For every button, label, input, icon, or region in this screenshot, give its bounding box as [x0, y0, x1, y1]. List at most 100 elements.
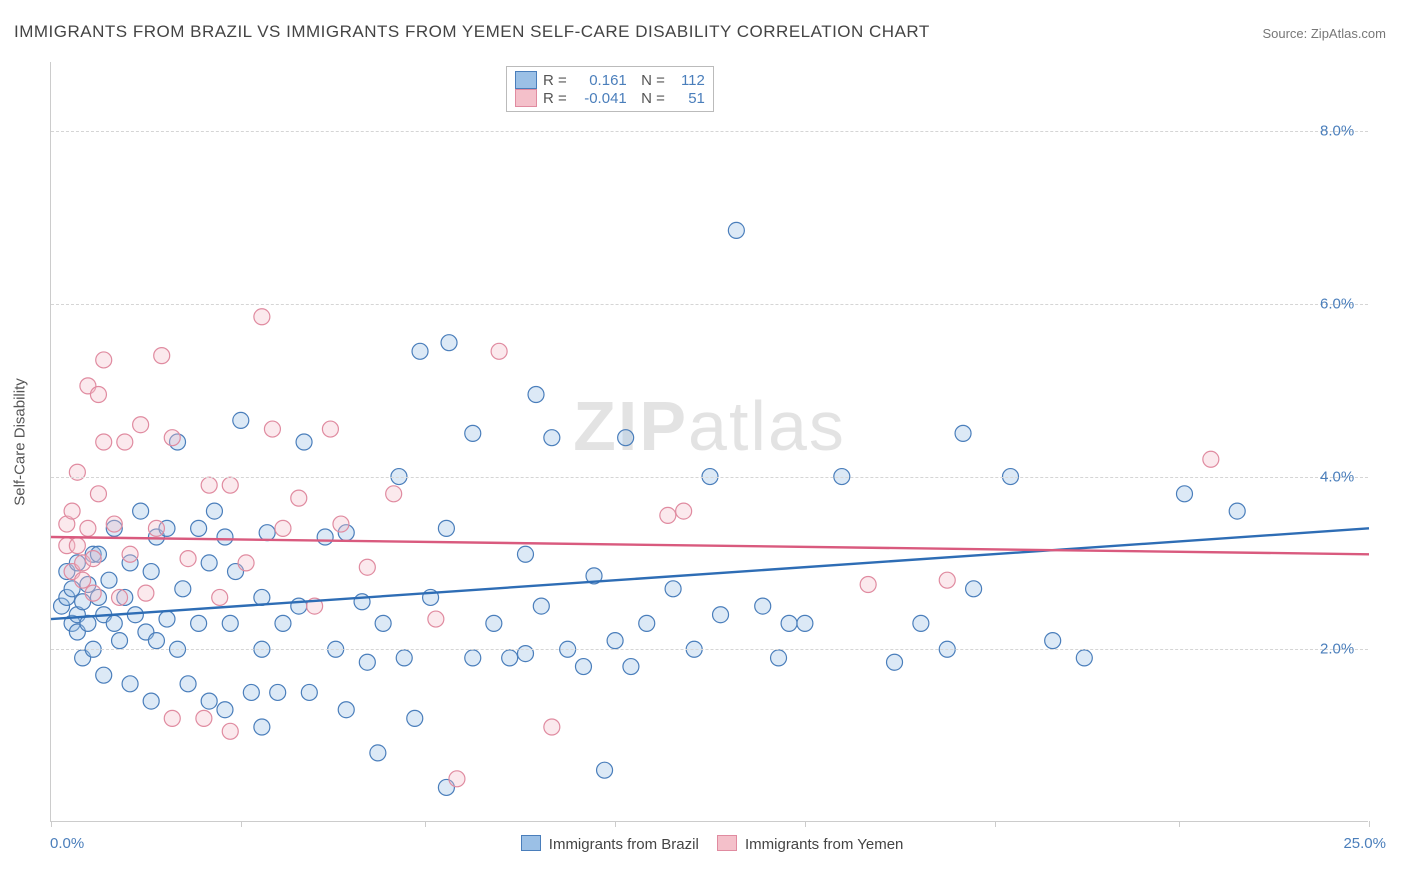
y-tick-label: 2.0% — [1320, 641, 1382, 658]
data-point — [465, 425, 481, 441]
data-point — [143, 693, 159, 709]
data-point — [64, 503, 80, 519]
data-point — [233, 412, 249, 428]
data-point — [96, 352, 112, 368]
data-point — [191, 615, 207, 631]
data-point — [939, 572, 955, 588]
data-point — [491, 343, 507, 359]
data-point — [544, 430, 560, 446]
data-point — [180, 551, 196, 567]
y-axis-label-wrap: Self-Care Disability — [0, 62, 40, 822]
data-point — [106, 615, 122, 631]
data-point — [618, 430, 634, 446]
data-point — [533, 598, 549, 614]
data-point — [575, 659, 591, 675]
data-point — [544, 719, 560, 735]
plot-svg — [51, 62, 1368, 821]
data-point — [206, 503, 222, 519]
x-tick — [1369, 821, 1370, 827]
data-point — [164, 710, 180, 726]
data-point — [486, 615, 502, 631]
data-point — [1229, 503, 1245, 519]
chart-container: IMMIGRANTS FROM BRAZIL VS IMMIGRANTS FRO… — [0, 0, 1406, 892]
data-point — [264, 421, 280, 437]
data-point — [412, 343, 428, 359]
legend-swatch — [521, 835, 541, 851]
data-point — [728, 222, 744, 238]
source-link[interactable]: ZipAtlas.com — [1311, 26, 1386, 41]
data-point — [375, 615, 391, 631]
x-tick — [805, 821, 806, 827]
data-point — [112, 589, 128, 605]
data-point — [143, 564, 159, 580]
data-point — [333, 516, 349, 532]
data-point — [133, 417, 149, 433]
data-point — [296, 434, 312, 450]
chart-title: IMMIGRANTS FROM BRAZIL VS IMMIGRANTS FRO… — [14, 22, 930, 42]
data-point — [90, 486, 106, 502]
data-point — [201, 477, 217, 493]
data-point — [85, 551, 101, 567]
legend-r-label: R = — [543, 72, 567, 89]
y-tick-label: 6.0% — [1320, 295, 1382, 312]
data-point — [154, 348, 170, 364]
data-point — [291, 490, 307, 506]
data-point — [660, 507, 676, 523]
data-point — [69, 538, 85, 554]
data-point — [781, 615, 797, 631]
data-point — [528, 387, 544, 403]
data-point — [517, 546, 533, 562]
x-tick — [1179, 821, 1180, 827]
data-point — [238, 555, 254, 571]
data-point — [275, 615, 291, 631]
data-point — [222, 615, 238, 631]
data-point — [270, 684, 286, 700]
data-point — [301, 684, 317, 700]
legend-r-value: 0.161 — [573, 72, 627, 89]
data-point — [191, 520, 207, 536]
data-point — [148, 520, 164, 536]
data-point — [133, 503, 149, 519]
data-point — [259, 525, 275, 541]
data-point — [212, 589, 228, 605]
legend-swatch — [717, 835, 737, 851]
data-point — [112, 633, 128, 649]
data-point — [148, 633, 164, 649]
data-point — [1176, 486, 1192, 502]
data-point — [623, 659, 639, 675]
data-point — [966, 581, 982, 597]
legend-series-name: Immigrants from Brazil — [545, 836, 699, 853]
data-point — [359, 559, 375, 575]
data-point — [755, 598, 771, 614]
data-point — [217, 702, 233, 718]
data-point — [317, 529, 333, 545]
data-point — [502, 650, 518, 666]
data-point — [101, 572, 117, 588]
data-point — [1076, 650, 1092, 666]
data-point — [75, 572, 91, 588]
source-prefix: Source: — [1262, 26, 1310, 41]
data-point — [69, 464, 85, 480]
x-tick — [995, 821, 996, 827]
data-point — [254, 719, 270, 735]
legend-n-label: N = — [633, 90, 665, 107]
gridline — [51, 304, 1368, 305]
source-attribution: Source: ZipAtlas.com — [1262, 26, 1386, 41]
y-tick-label: 4.0% — [1320, 468, 1382, 485]
data-point — [887, 654, 903, 670]
data-point — [85, 585, 101, 601]
data-point — [90, 387, 106, 403]
data-point — [243, 684, 259, 700]
series-legend: Immigrants from Brazil Immigrants from Y… — [0, 835, 1406, 853]
trend-line — [51, 537, 1369, 554]
data-point — [639, 615, 655, 631]
data-point — [797, 615, 813, 631]
y-tick-label: 8.0% — [1320, 123, 1382, 140]
correlation-legend: R =0.161 N =112R =-0.041 N =51 — [506, 66, 714, 112]
x-tick — [425, 821, 426, 827]
data-point — [322, 421, 338, 437]
data-point — [122, 546, 138, 562]
data-point — [465, 650, 481, 666]
data-point — [201, 555, 217, 571]
data-point — [396, 650, 412, 666]
